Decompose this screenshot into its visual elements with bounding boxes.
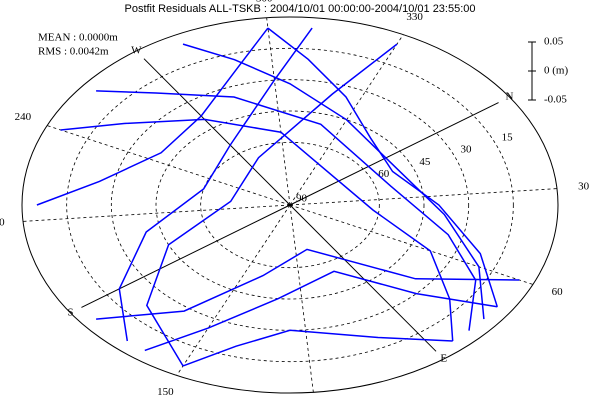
azimuth-line — [289, 204, 314, 393]
azimuth-line — [46, 125, 291, 206]
residual-track — [182, 329, 453, 367]
azimuth-label: 150 — [157, 386, 174, 398]
scale-label: 0 (m) — [544, 65, 568, 77]
residual-track — [144, 270, 498, 352]
azimuth-line — [22, 204, 291, 222]
elevation-ring — [200, 141, 380, 269]
azimuth-label: 240 — [15, 111, 32, 123]
residual-track — [96, 248, 520, 320]
elevation-label: 90 — [296, 193, 308, 205]
residual-track — [60, 118, 454, 342]
cardinal-label: E — [440, 353, 447, 365]
azimuth-label: 300 — [256, 0, 273, 5]
residual-track — [36, 27, 269, 206]
chart-title: Postfit Residuals ALL-TSKB : 2004/10/01 … — [124, 3, 475, 15]
cardinal-line — [289, 102, 499, 206]
elevation-ring — [66, 47, 514, 363]
annotation: RMS : 0.0042m — [38, 46, 109, 58]
residual-track — [118, 27, 313, 342]
scale-label: 0.05 — [544, 36, 564, 48]
annotation: MEAN : 0.0000m — [38, 32, 118, 44]
cardinal-line — [289, 204, 437, 352]
azimuth-line — [289, 204, 534, 285]
elevation-label: 60 — [378, 168, 390, 180]
azimuth-line — [289, 188, 558, 206]
cardinal-label: N — [506, 91, 514, 103]
cardinal-line — [81, 204, 291, 308]
elevation-label: 45 — [419, 156, 431, 168]
elevation-label: 15 — [502, 131, 514, 143]
residual-track — [145, 43, 398, 367]
azimuth-line — [176, 204, 291, 376]
azimuth-line — [266, 17, 291, 206]
residual-track — [182, 43, 485, 320]
cardinal-label: S — [67, 306, 73, 318]
residual-track — [96, 90, 477, 331]
cardinal-line — [143, 58, 291, 206]
elevation-label: 30 — [460, 144, 472, 156]
elevation-ring — [155, 110, 425, 300]
azimuth-label: 210 — [0, 217, 5, 229]
cardinal-label: W — [131, 45, 142, 57]
horizon — [21, 16, 559, 394]
azimuth-label: 330 — [406, 11, 423, 23]
scale-label: -0.05 — [544, 94, 567, 106]
azimuth-label: 60 — [552, 286, 564, 298]
azimuth-label: 30 — [578, 181, 590, 193]
